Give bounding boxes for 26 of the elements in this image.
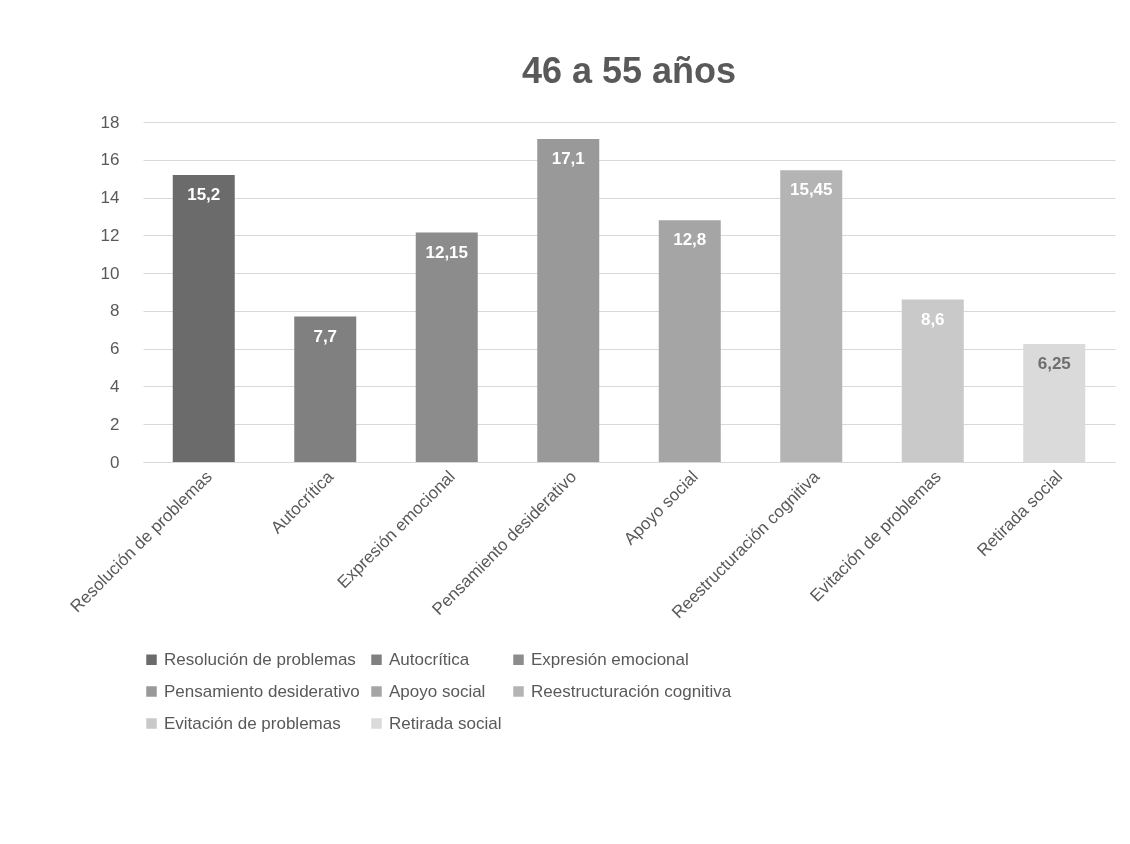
data-label: 17,1 <box>551 149 585 168</box>
data-label: 12,15 <box>425 242 469 262</box>
y-tick-label: 6 <box>110 339 120 359</box>
y-tick-label: 14 <box>100 188 120 208</box>
legend-label: Resolución de problemas <box>164 649 356 669</box>
legend-label: Pensamiento desiderativo <box>164 681 360 701</box>
y-tick-label: 16 <box>100 150 120 170</box>
data-label: 15,45 <box>789 180 833 200</box>
data-label: 15,2 <box>187 184 221 204</box>
chart-title: 46 a 55 años <box>521 50 737 91</box>
y-tick-label: 12 <box>100 225 120 245</box>
legend-label: Apoyo social <box>389 681 486 701</box>
y-tick-label: 18 <box>100 112 120 132</box>
legend-label: Reestructuración cognitiva <box>531 681 732 701</box>
legend-label: Autocrítica <box>389 649 470 669</box>
legend-label: Evitación de problemas <box>164 713 341 733</box>
y-tick-label: 0 <box>110 452 120 472</box>
data-label: 7,7 <box>313 326 338 346</box>
legend-label: Retirada social <box>389 713 502 733</box>
data-label: 6,25 <box>1037 353 1071 373</box>
y-tick-label: 10 <box>100 263 120 283</box>
y-tick-label: 8 <box>110 301 120 321</box>
y-tick-label: 2 <box>110 414 120 434</box>
data-label: 12,8 <box>673 230 707 250</box>
y-tick-label: 4 <box>110 376 120 396</box>
legend-label: Expresión emocional <box>531 649 689 669</box>
